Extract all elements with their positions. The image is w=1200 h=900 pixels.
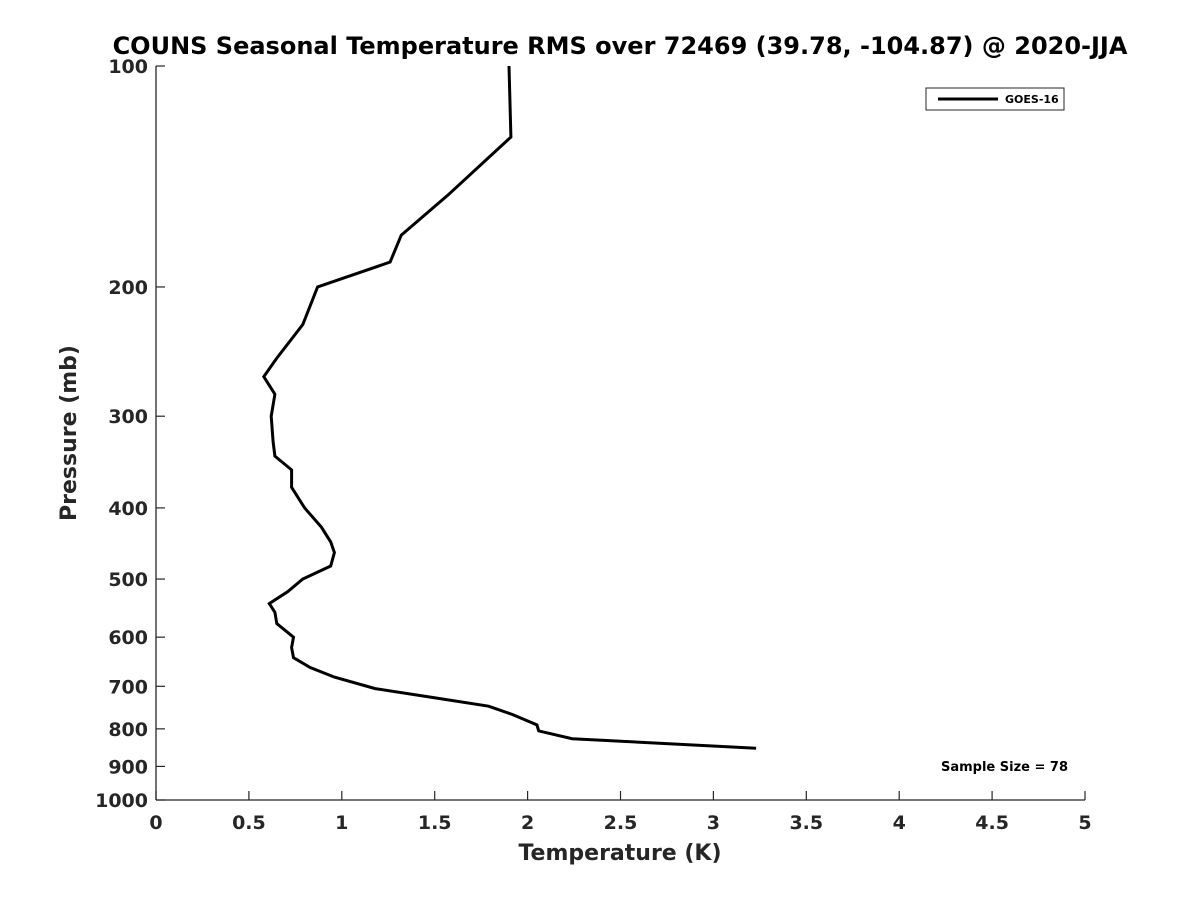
y-tick-label: 100 [108,56,148,78]
sample-size-annotation: Sample Size = 78 [941,760,1068,775]
x-tick-label: 1 [335,812,348,834]
series-layer [261,65,757,750]
x-tick-label: 3 [707,812,720,834]
y-tick-label: 200 [108,277,148,299]
y-ticks: 100 200 300 400 500 600 700 800 900 1000 [95,56,165,812]
x-tick-label: 2.5 [604,812,638,834]
x-tick-label: 1.5 [418,812,452,834]
y-tick-label: 800 [108,719,148,741]
x-tick-label: 5 [1078,812,1091,834]
legend-entry-goes-16: GOES-16 [1005,93,1059,106]
chart-title: COUNS Seasonal Temperature RMS over 7246… [113,32,1128,60]
x-tick-label: 4 [893,812,906,834]
x-tick-label: 3.5 [789,812,823,834]
y-tick-label: 1000 [95,790,148,812]
y-axis-label: Pressure (mb) [57,345,82,521]
series-line-goes-16 [261,65,757,750]
y-tick-label: 300 [108,406,148,428]
y-tick-label: 600 [108,627,148,649]
x-ticks: 0 0.5 1 1.5 2 2.5 3 3.5 4 4.5 5 [149,791,1092,834]
x-tick-label: 0 [149,812,162,834]
x-tick-label: 4.5 [975,812,1009,834]
x-axis-label: Temperature (K) [518,841,721,866]
x-tick-label: 0.5 [232,812,266,834]
y-tick-label: 500 [108,569,148,591]
y-tick-label: 900 [108,756,148,778]
y-tick-label: 700 [108,676,148,698]
y-tick-label: 400 [108,498,148,520]
legend: GOES-16 [925,87,1065,111]
x-tick-label: 2 [521,812,534,834]
